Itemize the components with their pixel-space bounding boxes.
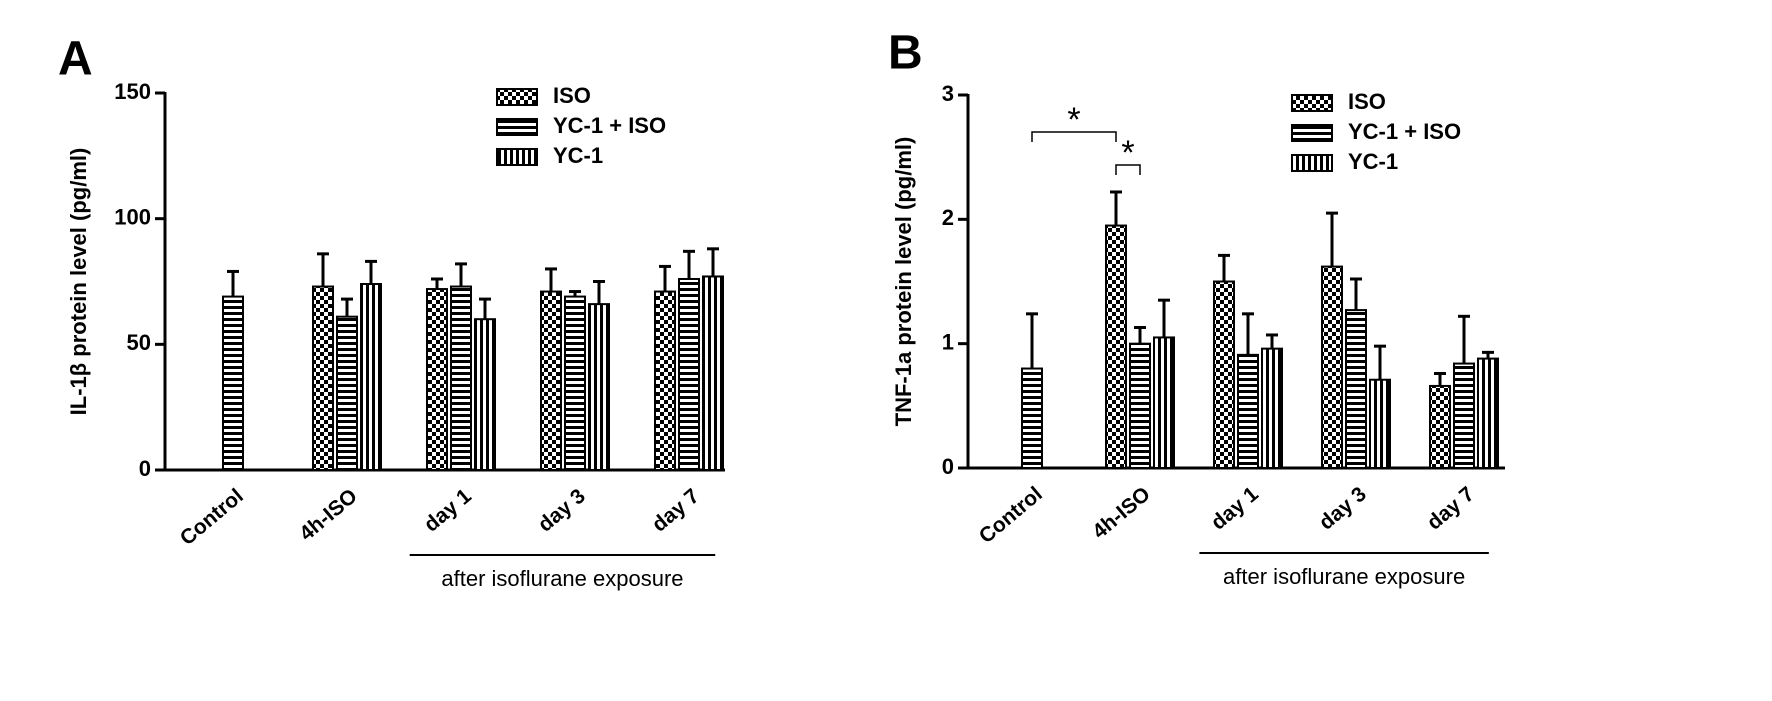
bar	[426, 288, 448, 472]
significance-label: *	[1121, 134, 1134, 172]
legend-label: ISO	[1348, 89, 1386, 114]
y-axis-title: IL-1β protein level (pg/ml)	[66, 148, 91, 416]
legend-swatch	[496, 118, 538, 136]
legend-swatch	[1291, 124, 1333, 142]
bar	[702, 275, 724, 471]
bar	[1129, 342, 1151, 469]
y-axis-title: TNF-1a protein level (pg/ml)	[891, 137, 916, 427]
bar	[1237, 353, 1259, 469]
bar	[540, 290, 562, 472]
x-tick-label: Control	[975, 482, 1047, 548]
legend-swatch	[1291, 154, 1333, 172]
x-tick-label: day 7	[648, 484, 704, 536]
bar	[1477, 357, 1499, 469]
bar	[1261, 347, 1283, 470]
panel-label: A	[58, 33, 93, 86]
bar	[678, 277, 700, 471]
bar	[1453, 362, 1475, 469]
bar	[312, 285, 334, 471]
legend-label: ISO	[553, 83, 591, 108]
bar	[450, 285, 472, 471]
bar	[1345, 309, 1367, 470]
x-tick-label: day 7	[1423, 482, 1479, 534]
x-tick-label: 4h-ISO	[295, 484, 362, 545]
significance-label: *	[1067, 101, 1080, 139]
bar	[222, 295, 244, 471]
bar	[1429, 384, 1451, 469]
bar	[564, 295, 586, 471]
significance-bracket	[1115, 164, 1141, 175]
x-tick-label: day 3	[1315, 482, 1371, 534]
bar	[1369, 378, 1391, 469]
y-tick-label: 1	[942, 329, 954, 354]
y-tick-label: 0	[139, 456, 151, 481]
y-tick-label: 0	[942, 454, 954, 479]
legend-swatch	[1291, 94, 1333, 112]
bar	[1105, 224, 1127, 469]
x-tick-label: 4h-ISO	[1088, 482, 1155, 543]
legend-label: YC-1	[553, 143, 603, 168]
x-tick-label: Control	[176, 484, 248, 550]
legend-swatch	[496, 88, 538, 106]
legend-swatch	[496, 148, 538, 166]
annotation: after isoflurane exposure	[441, 566, 683, 591]
bar	[1321, 265, 1343, 469]
y-tick-label: 3	[942, 81, 954, 106]
bar	[1021, 367, 1043, 469]
y-tick-label: 100	[114, 204, 151, 229]
legend-label: YC-1	[1348, 149, 1398, 174]
y-tick-label: 2	[942, 205, 954, 230]
legend-label: YC-1 + ISO	[1348, 119, 1461, 144]
panel-label: B	[888, 27, 923, 80]
bar	[654, 290, 676, 472]
x-tick-label: day 3	[534, 484, 590, 536]
legend-label: YC-1 + ISO	[553, 113, 666, 138]
annotation: after isoflurane exposure	[1223, 564, 1465, 589]
y-tick-label: 50	[127, 330, 151, 355]
bar	[360, 283, 382, 471]
y-tick-label: 150	[114, 79, 151, 104]
bar	[474, 318, 496, 472]
x-tick-label: day 1	[420, 484, 476, 536]
bar	[336, 315, 358, 472]
significance-bracket	[1031, 131, 1117, 142]
x-tick-label: day 1	[1207, 482, 1263, 534]
bar	[588, 303, 610, 471]
bar	[1153, 336, 1175, 470]
bar	[1213, 280, 1235, 469]
